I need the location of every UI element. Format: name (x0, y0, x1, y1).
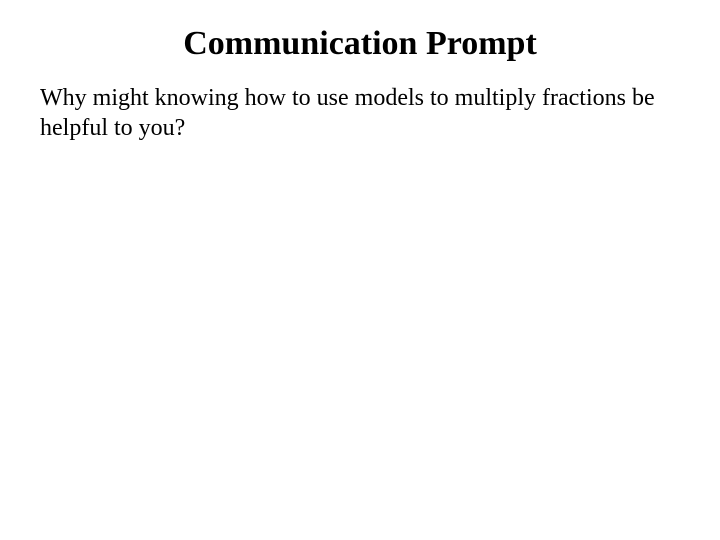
prompt-body-text: Why might knowing how to use models to m… (40, 83, 680, 143)
slide-title: Communication Prompt (40, 25, 680, 63)
